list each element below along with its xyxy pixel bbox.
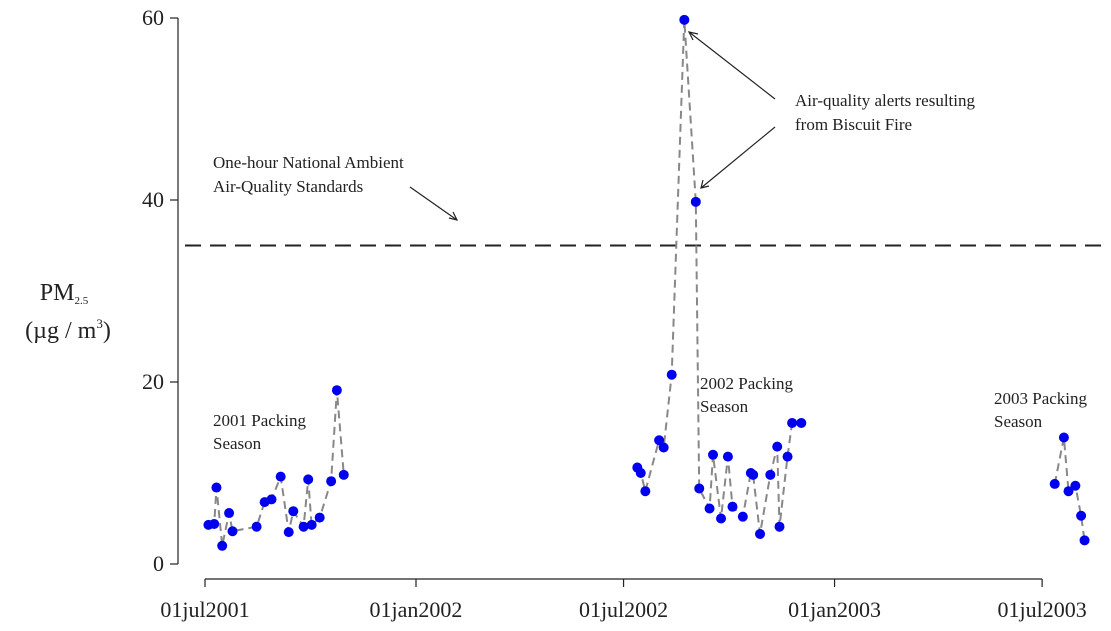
y-axis-label-subscript: 2.5 <box>74 295 88 307</box>
data-point <box>314 512 325 523</box>
alert-arrow-upper-head <box>687 31 699 41</box>
y-axis-label-superscript: 3 <box>96 316 103 331</box>
data-point <box>658 442 669 453</box>
data-point <box>694 483 705 494</box>
data-point <box>338 469 349 480</box>
data-point <box>796 417 807 428</box>
annotation-season-2001: 2001 Packing Season <box>213 411 310 453</box>
series-points <box>203 14 1090 551</box>
data-point <box>1049 478 1060 489</box>
data-point <box>1058 432 1069 443</box>
annotation-arrows <box>409 31 776 221</box>
annotation-season-2002: 2002 Packing Season <box>700 374 797 416</box>
data-point <box>266 494 277 505</box>
y-axis-label-line1: PM2.5 <box>40 280 89 307</box>
y-tick-label: 0 <box>153 551 164 576</box>
data-point <box>640 486 651 497</box>
series-line-2002 <box>636 19 802 535</box>
data-point <box>331 385 342 396</box>
data-point <box>755 528 766 539</box>
data-point <box>765 469 776 480</box>
data-point <box>666 369 677 380</box>
data-point <box>251 521 262 532</box>
data-point <box>774 521 785 532</box>
data-point <box>787 417 798 428</box>
data-point <box>1076 510 1087 521</box>
data-point <box>217 540 228 551</box>
data-point <box>283 527 294 538</box>
data-point <box>275 471 286 482</box>
alert-arrow-upper <box>688 31 776 100</box>
data-point <box>1079 535 1090 546</box>
data-point <box>782 451 793 462</box>
x-axis: 01jul2001 01jan2002 01jul2002 01jan2003 01ju… <box>160 578 1087 622</box>
x-tick-label: 01jan2002 <box>370 597 463 622</box>
naaqs-arrow-head <box>448 211 459 221</box>
data-point <box>748 469 759 480</box>
data-point <box>209 518 220 529</box>
alert-arrow-lower <box>700 126 776 189</box>
annotation-naaqs: One-hour National Ambient Air-Quality St… <box>213 153 408 196</box>
data-point <box>690 196 701 207</box>
data-point <box>654 435 665 446</box>
alert-arrow-lower-head <box>700 179 710 189</box>
data-point <box>704 503 715 514</box>
data-point <box>306 519 317 530</box>
data-point <box>727 501 738 512</box>
data-point <box>635 468 646 478</box>
y-tick-label: 20 <box>142 369 164 394</box>
y-tick-label: 40 <box>142 187 164 212</box>
y-axis: 0 20 40 60 <box>142 5 179 576</box>
data-point <box>679 14 690 25</box>
data-point <box>716 513 727 524</box>
data-point <box>722 451 733 462</box>
data-point <box>1063 486 1074 497</box>
annotation-alerts: Air-quality alerts resulting from Biscui… <box>795 91 979 134</box>
data-point <box>227 526 238 537</box>
y-axis-label-line2: (µg / m3) <box>25 316 111 344</box>
x-tick-label: 01jan2003 <box>788 597 881 622</box>
data-point <box>303 474 314 485</box>
annotation-season-2003: 2003 Packing Season <box>994 389 1091 431</box>
data-point <box>772 441 783 452</box>
data-point <box>224 508 235 519</box>
x-tick-label: 01jul2001 <box>160 597 249 622</box>
data-point <box>708 449 719 460</box>
x-tick-label: 01jul2002 <box>579 597 668 622</box>
data-point <box>298 521 309 532</box>
x-tick-label: 01jul2003 <box>998 597 1087 622</box>
y-tick-label: 60 <box>142 5 164 30</box>
data-point <box>211 482 222 493</box>
naaqs-arrow <box>409 186 458 221</box>
data-point <box>737 511 748 522</box>
data-point <box>326 476 337 487</box>
data-point <box>1070 480 1081 491</box>
data-point <box>288 506 299 517</box>
